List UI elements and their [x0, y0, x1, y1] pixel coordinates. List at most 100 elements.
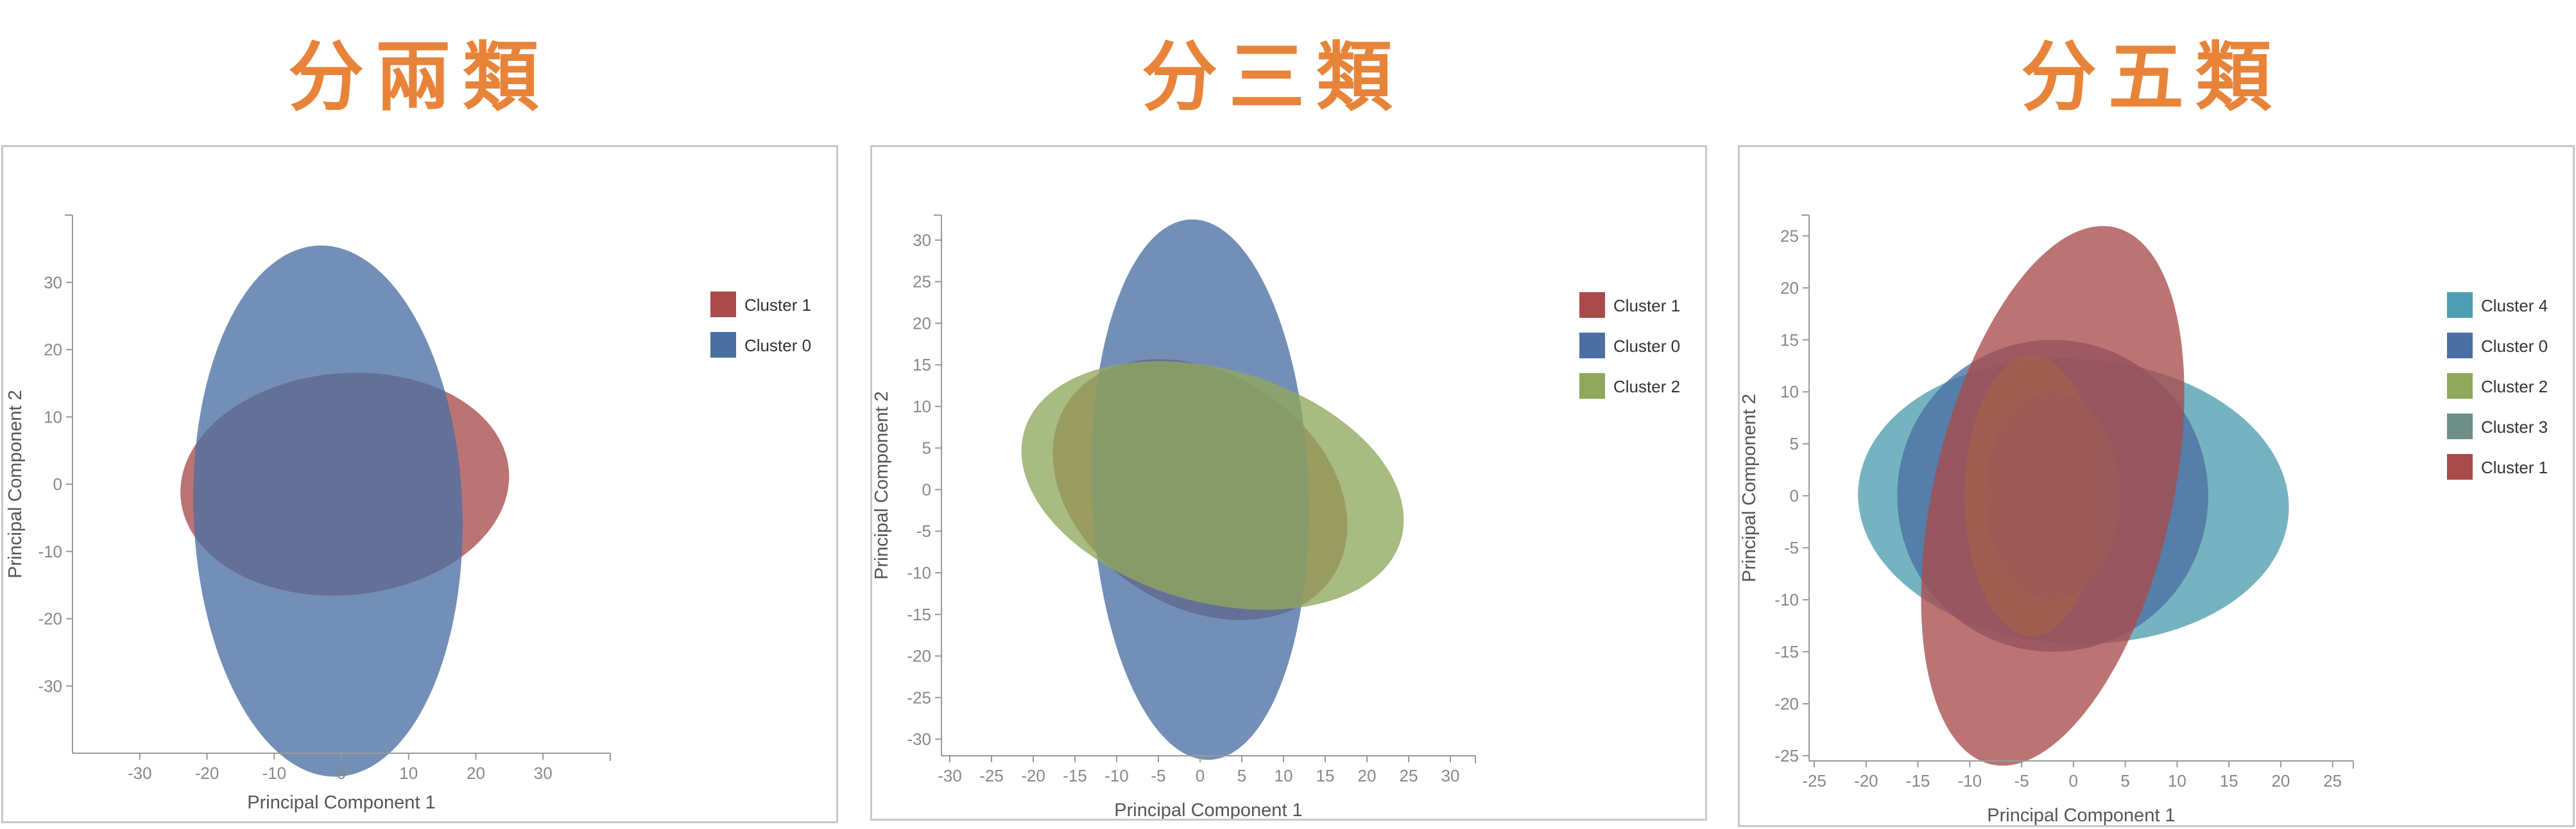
- x-tick-label: 10: [2168, 771, 2186, 790]
- x-tick-label: -5: [2014, 771, 2029, 790]
- legend-swatch: [2447, 373, 2473, 399]
- y-tick-label: 20: [913, 313, 931, 333]
- cluster-ellipse-3: [1021, 361, 1404, 610]
- x-tick-label: -5: [1151, 766, 1165, 785]
- y-tick-label: -20: [38, 609, 62, 629]
- x-tick-label: -10: [1104, 766, 1129, 785]
- y-axis-title: Principal Component 2: [5, 390, 26, 578]
- x-tick-label: -20: [195, 764, 219, 783]
- legend: Cluster 1 Cluster 0: [710, 292, 811, 358]
- legend-swatch: [710, 292, 736, 317]
- y-tick-label: -25: [1774, 746, 1799, 765]
- y-tick-label: 20: [44, 340, 62, 360]
- y-tick-label: 15: [913, 355, 931, 374]
- y-tick-label: -15: [907, 605, 931, 624]
- x-tick-label: -25: [979, 766, 1004, 785]
- y-tick-label: -10: [907, 563, 931, 582]
- x-tick-label: 0: [2069, 771, 2078, 790]
- cluster-ellipses: [1858, 226, 2289, 766]
- x-tick-label: -15: [1063, 766, 1087, 785]
- x-tick-label: 20: [2271, 771, 2290, 790]
- y-tick-label: -5: [1784, 538, 1799, 557]
- chart-panel-3: -25 -20 -15 -10 -5 0 5 10 15 20 25 -25 -20 -15 -10 -5 0 5…: [1738, 145, 2575, 827]
- chart-3: -25 -20 -15 -10 -5 0 5 10 15 20 25 -25 -20 -15 -10 -5 0 5…: [1740, 214, 2548, 825]
- panel-title-2: 分三類: [1141, 32, 1404, 121]
- x-tick-label: -10: [1958, 771, 1982, 790]
- x-tick-label: -30: [938, 766, 962, 785]
- legend-swatch: [1579, 292, 1605, 318]
- legend-swatch: [1579, 333, 1605, 358]
- cluster-ellipses: [1021, 219, 1404, 760]
- legend-swatch: [1579, 373, 1605, 399]
- y-tick-label: 5: [922, 439, 931, 458]
- y-tick-label: 10: [1780, 382, 1799, 401]
- x-axis-title: Principal Component 1: [1987, 805, 2175, 825]
- x-tick-label: 15: [1316, 766, 1335, 785]
- legend-label: Cluster 1: [744, 295, 811, 315]
- legend-swatch: [710, 332, 736, 358]
- cluster-ellipse-5: [1921, 226, 2185, 766]
- chart-panel-1: -30 -20 -10 0 10 20 30 -30 -20 -10 0 10 20 30 Principa…: [1, 145, 838, 823]
- y-tick-label: 10: [44, 407, 62, 426]
- y-tick-label: -20: [907, 647, 931, 666]
- y-tick-label: 20: [1780, 278, 1799, 297]
- x-tick-label: 30: [534, 764, 553, 783]
- y-tick-label: 25: [913, 272, 931, 292]
- y-tick-label: 0: [922, 480, 931, 499]
- cluster-ellipses: [180, 245, 510, 777]
- panel-title-3: 分五類: [2020, 32, 2283, 121]
- y-tick-label: 10: [913, 397, 931, 416]
- legend-label: Cluster 1: [2481, 458, 2548, 477]
- x-tick-label: 0: [337, 764, 346, 783]
- legend-swatch: [2447, 292, 2473, 318]
- legend-label: Cluster 4: [2481, 296, 2548, 315]
- y-tick-label: 0: [53, 475, 62, 494]
- x-tick-label: -20: [1854, 771, 1878, 790]
- y-tick-label: 25: [1780, 226, 1799, 245]
- x-tick-label: 15: [2220, 771, 2238, 790]
- x-tick-label: 0: [1196, 766, 1205, 785]
- legend-swatch: [2447, 414, 2473, 439]
- x-tick-label: -20: [1021, 766, 1045, 785]
- legend-label: Cluster 0: [2481, 336, 2548, 356]
- legend-swatch: [2447, 333, 2473, 358]
- y-tick-label: 0: [1790, 486, 1799, 505]
- y-tick-label: -10: [38, 542, 62, 561]
- legend-label: Cluster 2: [1613, 377, 1680, 396]
- legend-label: Cluster 0: [1613, 336, 1680, 356]
- y-tick-label: 5: [1790, 434, 1799, 453]
- y-tick-label: 30: [913, 231, 931, 250]
- chart-2: -30 -25 -20 -15 -10 -5 0 5 10 15 20 25 30 -30 -25 -20 -1…: [872, 214, 1680, 819]
- x-tick-label: -15: [1906, 771, 1930, 790]
- x-tick-label: 30: [1441, 766, 1460, 785]
- y-tick-label: 30: [44, 273, 62, 292]
- x-axis-title: Principal Component 1: [247, 792, 435, 813]
- x-tick-label: 10: [399, 764, 418, 783]
- legend-swatch: [2447, 454, 2473, 480]
- x-tick-label: 25: [1400, 766, 1418, 785]
- x-tick-label: 20: [1358, 766, 1377, 785]
- x-tick-label: -30: [128, 764, 152, 783]
- x-tick-label: 20: [467, 764, 485, 783]
- y-tick-label: 15: [1780, 330, 1799, 349]
- x-tick-label: 5: [1237, 766, 1246, 785]
- x-tick-label: 5: [2120, 771, 2129, 790]
- y-tick-label: -30: [907, 729, 931, 749]
- y-tick-label: -10: [1774, 590, 1799, 609]
- y-tick-label: -15: [1774, 642, 1799, 661]
- cluster-ellipse-2: [193, 245, 463, 777]
- y-tick-label: -20: [1774, 694, 1799, 713]
- y-axis-title: Principal Component 2: [1740, 394, 1760, 582]
- y-tick-label: -25: [907, 688, 931, 707]
- legend: Cluster 4 Cluster 0 Cluster 2 Cluster 3 Clus…: [2447, 292, 2548, 480]
- legend: Cluster 1 Cluster 0 Cluster 2: [1579, 292, 1680, 399]
- y-tick-label: -5: [916, 521, 931, 541]
- x-tick-label: 25: [2323, 771, 2342, 790]
- x-axis-title: Principal Component 1: [1114, 800, 1302, 819]
- chart-panel-2: -30 -25 -20 -15 -10 -5 0 5 10 15 20 25 30 -30 -25 -20 -1…: [870, 145, 1707, 821]
- x-tick-label: 10: [1275, 766, 1293, 785]
- legend-label: Cluster 3: [2481, 417, 2548, 437]
- legend-label: Cluster 0: [744, 336, 811, 355]
- x-tick-label: -10: [262, 764, 286, 783]
- x-tick-label: -25: [1802, 771, 1826, 790]
